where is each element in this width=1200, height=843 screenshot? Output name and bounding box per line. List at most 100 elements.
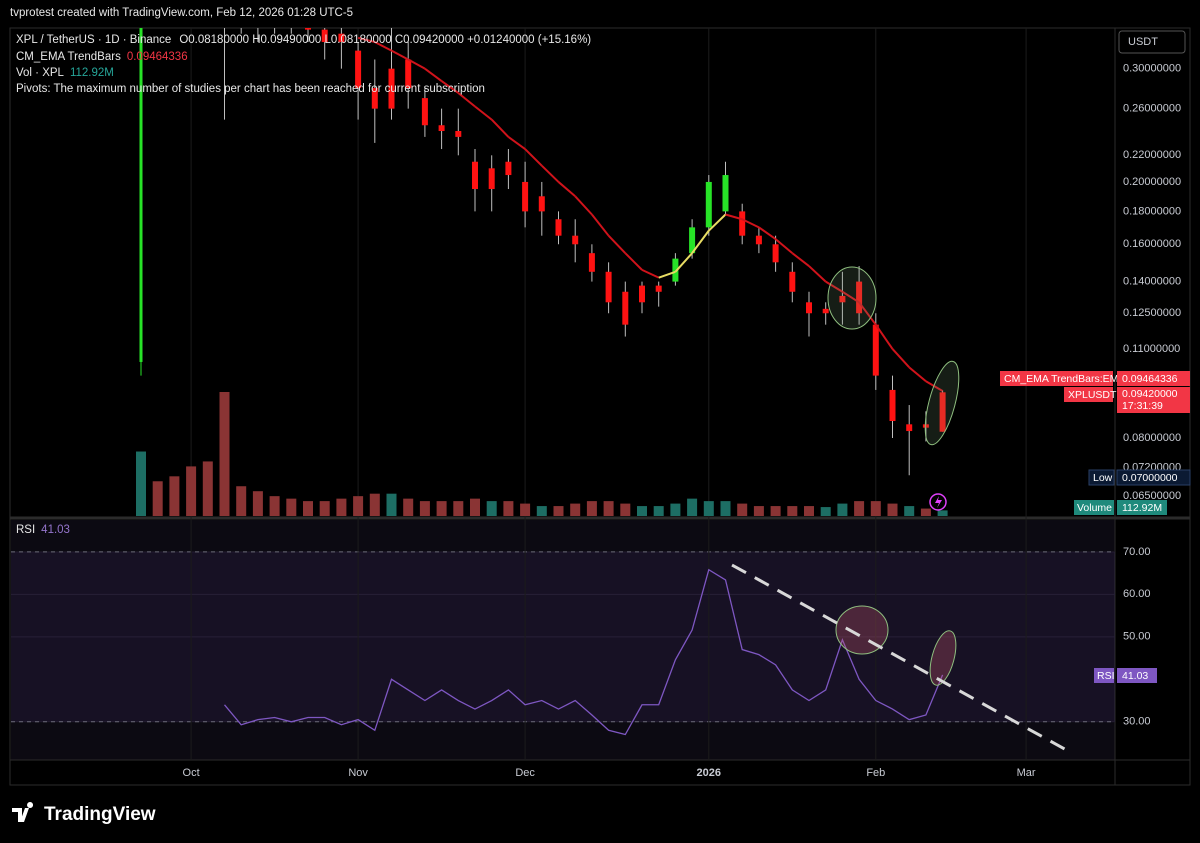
ema-line bbox=[441, 80, 459, 94]
volume-bar bbox=[269, 496, 280, 516]
ema-line bbox=[641, 268, 660, 279]
candle-body bbox=[338, 33, 345, 43]
volume-bar bbox=[169, 476, 180, 516]
ema-line bbox=[624, 252, 643, 271]
volume-bar bbox=[770, 506, 781, 516]
annotation-circle bbox=[827, 266, 877, 330]
volume-bar bbox=[553, 506, 564, 516]
countdown: 17:31:39 bbox=[1122, 400, 1163, 412]
volume-bar bbox=[887, 503, 898, 516]
price-tag bbox=[1117, 668, 1157, 683]
price-tag bbox=[1074, 500, 1114, 515]
candle-body bbox=[538, 196, 545, 212]
candle-body bbox=[405, 59, 412, 88]
legend: RSI 41.03 bbox=[16, 524, 70, 536]
volume-bar bbox=[854, 501, 865, 516]
currency-button[interactable] bbox=[1118, 30, 1186, 54]
volume-bar bbox=[637, 506, 647, 516]
y-tick-label: 0.20000000 bbox=[1123, 176, 1181, 188]
price-tag bbox=[1064, 387, 1113, 402]
ema-line bbox=[541, 164, 560, 183]
price-tag-value: 41.03 bbox=[1122, 670, 1148, 682]
volume-bar bbox=[403, 498, 414, 516]
ema-line bbox=[908, 366, 927, 383]
volume-bar bbox=[136, 451, 146, 516]
annotation-circle bbox=[924, 360, 960, 446]
volume-bar bbox=[319, 501, 330, 516]
trend-line bbox=[731, 563, 1071, 754]
candle-body bbox=[755, 235, 762, 245]
volume-bar bbox=[520, 503, 531, 516]
candle-body bbox=[572, 235, 579, 245]
ema-line bbox=[607, 234, 627, 254]
volume-bar bbox=[453, 501, 464, 516]
candle-body bbox=[139, 28, 143, 362]
ema-line bbox=[725, 213, 743, 221]
price-tag-value: 0.09420000 bbox=[1122, 388, 1178, 400]
candle-body bbox=[806, 302, 812, 314]
candle-body bbox=[655, 285, 662, 292]
candle-body bbox=[555, 219, 562, 236]
volume-bar bbox=[419, 501, 430, 516]
ema-line bbox=[557, 181, 576, 198]
y-tick-label: 0.06500000 bbox=[1123, 490, 1181, 502]
x-tick-label: Mar bbox=[1017, 767, 1036, 779]
candle-body bbox=[922, 424, 929, 428]
indicator-name: CM_EMA TrendBars bbox=[16, 51, 121, 63]
x-tick-label: 2026 bbox=[697, 767, 721, 779]
ema-line bbox=[674, 252, 693, 273]
y-tick-label: 0.26000000 bbox=[1123, 103, 1181, 115]
candle-body bbox=[705, 181, 712, 228]
price-tag-label: RSI bbox=[1097, 670, 1115, 682]
candle-body bbox=[906, 424, 913, 432]
volume-bar bbox=[386, 493, 397, 516]
alert-icon bbox=[935, 496, 942, 508]
y-tick-label: 0.16000000 bbox=[1123, 238, 1181, 250]
volume-bar bbox=[219, 392, 230, 516]
price-tag-value: 112.92M bbox=[1122, 502, 1162, 514]
candle-body bbox=[355, 50, 362, 88]
volume-bar bbox=[753, 506, 764, 516]
volume-bar bbox=[202, 461, 213, 516]
volume-bar bbox=[904, 506, 915, 516]
annotation-circle bbox=[835, 605, 889, 655]
ema-line bbox=[708, 213, 727, 232]
price-tag bbox=[1000, 371, 1113, 386]
candle-body bbox=[739, 211, 746, 236]
candle-body bbox=[388, 68, 395, 109]
y-tick-label: 50.00 bbox=[1123, 631, 1151, 643]
y-tick-label: 0.22000000 bbox=[1123, 149, 1181, 161]
price-tag bbox=[1117, 371, 1190, 386]
candle-body bbox=[889, 389, 896, 422]
x-tick-label: Dec bbox=[515, 767, 535, 779]
candle-body bbox=[839, 295, 846, 303]
indicator-value: 112.92M bbox=[70, 67, 114, 79]
rsi-pane bbox=[11, 520, 1115, 760]
candle-body bbox=[856, 281, 863, 314]
price-tag bbox=[1088, 469, 1115, 486]
currency[interactable]: USDT bbox=[1128, 36, 1158, 48]
volume-bar bbox=[303, 501, 313, 516]
y-tick-label: 60.00 bbox=[1123, 588, 1151, 600]
ohlc: O0.08180000 H0.09490000 L0.08180000 C0.0… bbox=[179, 34, 591, 46]
candle-body bbox=[438, 125, 445, 132]
candle-body bbox=[488, 168, 495, 190]
y-tick-label: 0.18000000 bbox=[1123, 205, 1181, 217]
volume-bar bbox=[186, 466, 197, 516]
price-tag bbox=[1117, 387, 1190, 413]
candle-body bbox=[421, 98, 428, 126]
candle-body bbox=[639, 285, 645, 303]
legend: Vol · XPL 112.92M bbox=[16, 67, 114, 79]
y-tick-label: 30.00 bbox=[1123, 716, 1151, 728]
ema-line bbox=[758, 226, 777, 240]
volume-bar bbox=[870, 501, 881, 516]
candle-body bbox=[472, 161, 478, 190]
volume-bar bbox=[804, 506, 814, 516]
ema-line bbox=[691, 230, 710, 254]
y-tick-label: 0.14000000 bbox=[1123, 276, 1181, 288]
indicator-value: 41.03 bbox=[41, 524, 70, 536]
price-tag-label: CM_EMA TrendBars:EMA bbox=[1004, 373, 1125, 385]
volume-bar bbox=[503, 501, 514, 516]
y-tick-label: 0.11000000 bbox=[1123, 343, 1180, 355]
indicator-value: 0.09464336 bbox=[127, 51, 188, 63]
